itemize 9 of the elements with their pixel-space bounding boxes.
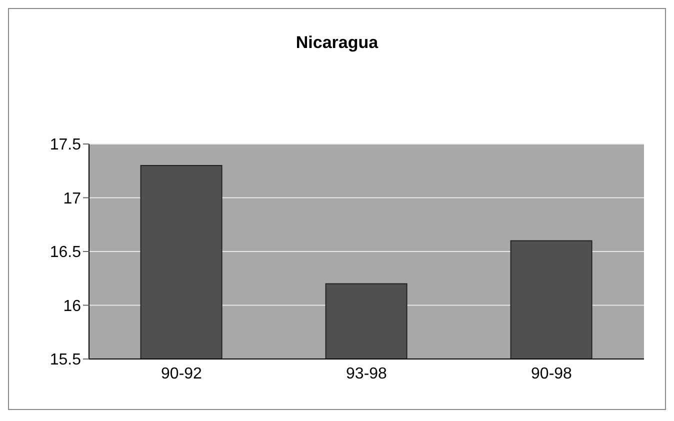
chart-title: Nicaragua — [294, 33, 380, 53]
x-tick-label: 93-98 — [346, 365, 388, 382]
x-tick-label: 90-92 — [161, 365, 202, 382]
y-tick-label: 16 — [63, 298, 82, 315]
x-tick-label: 90-98 — [531, 365, 572, 382]
y-tick-label: 15.5 — [50, 352, 82, 369]
y-tick-label: 17 — [63, 190, 82, 208]
y-tick-label: 16.5 — [50, 244, 82, 262]
y-tick-label: 17.5 — [50, 136, 82, 154]
